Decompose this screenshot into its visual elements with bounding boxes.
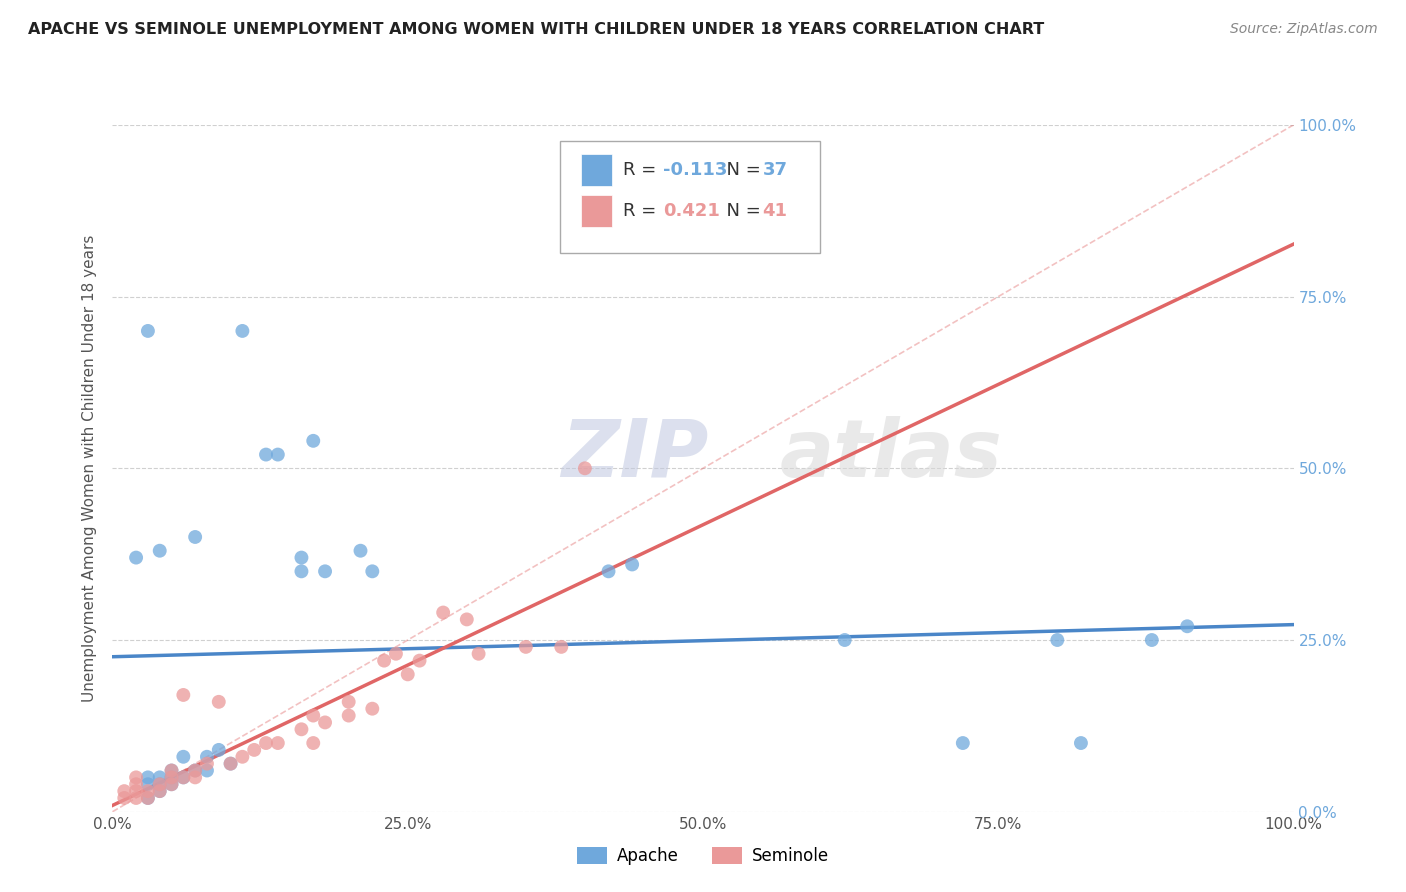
Point: [136, 791, 159, 805]
Text: N =: N =: [714, 161, 766, 178]
Point: [290, 723, 312, 737]
Point: [396, 667, 419, 681]
Point: [160, 770, 183, 785]
Point: [125, 550, 148, 565]
Point: [302, 736, 325, 750]
Point: [136, 791, 159, 805]
Text: 0.421: 0.421: [662, 202, 720, 219]
Point: [1175, 619, 1198, 633]
Point: [149, 784, 172, 798]
Point: [208, 743, 231, 757]
Point: [136, 777, 159, 791]
Point: [184, 530, 207, 544]
Point: [337, 708, 360, 723]
Point: [112, 784, 135, 798]
Text: APACHE VS SEMINOLE UNEMPLOYMENT AMONG WOMEN WITH CHILDREN UNDER 18 YEARS CORRELA: APACHE VS SEMINOLE UNEMPLOYMENT AMONG WO…: [28, 22, 1045, 37]
Point: [456, 612, 478, 626]
Point: [385, 647, 408, 661]
Point: [952, 736, 974, 750]
Point: [598, 565, 620, 579]
Point: [112, 791, 135, 805]
Point: [149, 784, 172, 798]
Point: [136, 770, 159, 785]
Point: [125, 784, 148, 798]
Point: [373, 654, 395, 668]
Point: [184, 770, 207, 785]
Point: [208, 695, 231, 709]
Point: [195, 764, 218, 778]
Legend: Apache, Seminole: Apache, Seminole: [571, 840, 835, 872]
Point: [267, 448, 290, 462]
Text: ZIP: ZIP: [561, 416, 709, 493]
Point: [621, 558, 644, 572]
Point: [361, 701, 384, 715]
Point: [125, 770, 148, 785]
Point: [219, 756, 242, 771]
Point: [550, 640, 572, 654]
Point: [172, 749, 194, 764]
Point: [254, 736, 277, 750]
Point: [160, 777, 183, 791]
Point: [290, 565, 312, 579]
Point: [314, 715, 336, 730]
Point: [160, 770, 183, 785]
Text: R =: R =: [623, 161, 662, 178]
Point: [125, 777, 148, 791]
Point: [160, 764, 183, 778]
Point: [302, 708, 325, 723]
Point: [149, 770, 172, 785]
Point: [254, 448, 277, 462]
Point: [243, 743, 266, 757]
Point: [349, 543, 371, 558]
Point: [361, 565, 384, 579]
Point: [467, 647, 489, 661]
Point: [172, 770, 194, 785]
Point: [290, 550, 312, 565]
Point: [231, 324, 253, 338]
Point: [125, 791, 148, 805]
Point: [1070, 736, 1092, 750]
Text: 41: 41: [762, 202, 787, 219]
Text: N =: N =: [714, 202, 766, 219]
Point: [1140, 633, 1163, 648]
Point: [149, 543, 172, 558]
Point: [432, 606, 454, 620]
Text: Source: ZipAtlas.com: Source: ZipAtlas.com: [1230, 22, 1378, 37]
Point: [149, 777, 172, 791]
Y-axis label: Unemployment Among Women with Children Under 18 years: Unemployment Among Women with Children U…: [82, 235, 97, 702]
Point: [408, 654, 430, 668]
Point: [136, 324, 159, 338]
Point: [149, 777, 172, 791]
Point: [231, 749, 253, 764]
Point: [136, 784, 159, 798]
Text: 37: 37: [762, 161, 787, 178]
Point: [195, 749, 218, 764]
Point: [184, 764, 207, 778]
Point: [172, 688, 194, 702]
Point: [834, 633, 856, 648]
Point: [160, 764, 183, 778]
Point: [314, 565, 336, 579]
Point: [337, 695, 360, 709]
Point: [219, 756, 242, 771]
Text: -0.113: -0.113: [662, 161, 727, 178]
Point: [172, 770, 194, 785]
Point: [267, 736, 290, 750]
Text: R =: R =: [623, 202, 662, 219]
Point: [302, 434, 325, 448]
Point: [184, 764, 207, 778]
Point: [1046, 633, 1069, 648]
Point: [574, 461, 596, 475]
Point: [160, 777, 183, 791]
Text: atlas: atlas: [780, 416, 1002, 493]
Point: [515, 640, 537, 654]
Point: [195, 756, 218, 771]
